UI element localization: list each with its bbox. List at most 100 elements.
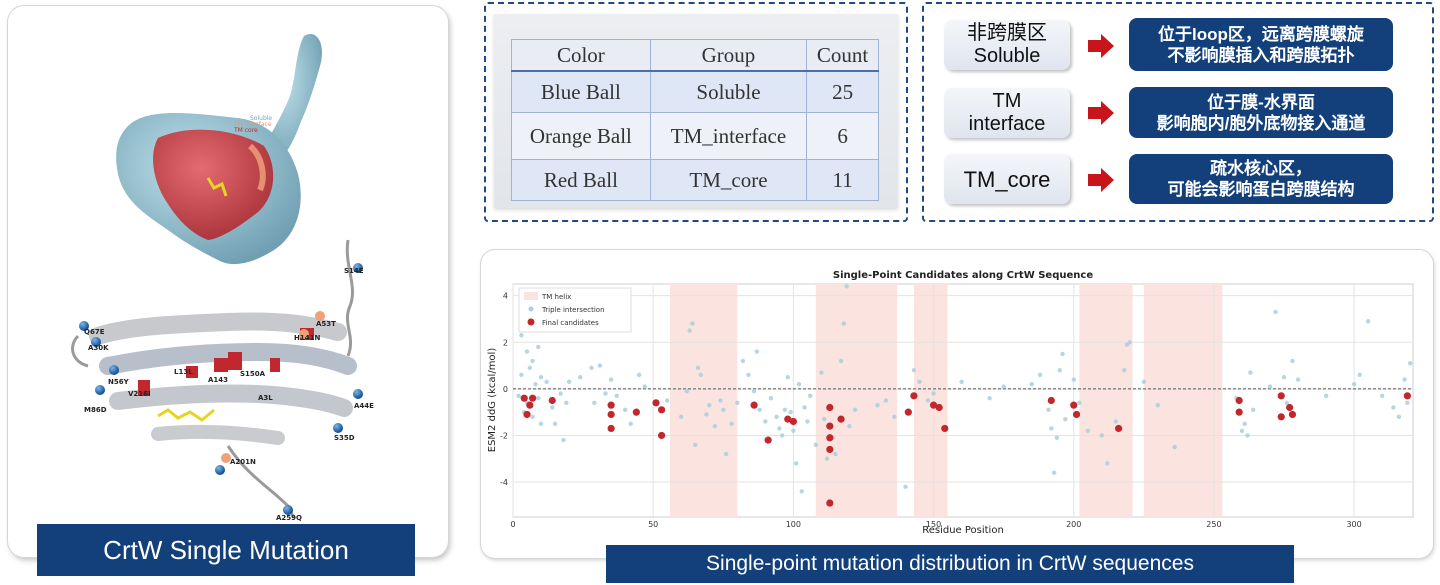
triple-intersection-point [530,414,535,420]
final-candidate-point [904,408,912,416]
scatter-chart: 0 50 100 150 200 250 300 4 2 0 -2 -4 Single-Point … [487,270,1414,536]
triple-intersection-point [1407,361,1413,366]
final-candidate-point [764,436,772,444]
triple-intersection-point [519,372,524,378]
chart-title: Single-Point Candidates along CrtW Seque… [833,270,1093,281]
triple-intersection-point [1290,358,1295,364]
arrow-right-icon [1088,101,1114,125]
table-cell: Red Ball [511,159,651,201]
triple-intersection-point [1245,433,1250,438]
final-candidate-point [935,403,943,412]
triple-intersection-point [527,365,533,371]
residue-label: A201N [230,458,256,466]
triple-intersection-point [883,398,889,403]
final-candidate-point [784,415,792,423]
triple-intersection-point [1057,368,1062,373]
triple-intersection-point [1284,400,1290,406]
structure-panel: Soluble TM interface TM core [8,6,448,557]
triple-intersection-point [1402,377,1407,382]
triple-intersection-point [544,379,549,385]
triple-intersection-point [1122,368,1127,373]
triple-intersection-point [690,321,695,326]
triple-intersection-point [917,379,922,385]
x-tick-label: 300 [1346,520,1361,529]
final-candidate-point [526,401,534,409]
final-candidate-point [826,434,834,442]
region-desc-line: 不影响膜插入和跨膜拓扑 [1167,45,1355,65]
triple-intersection-point [785,375,790,380]
triple-intersection-point [636,372,642,378]
cartoon-model: S14E A53T H141N V216I M86D A44E S35D A20… [71,239,374,522]
triple-intersection-point [564,400,569,406]
final-candidate-point [1070,401,1078,409]
table-cell: Soluble [649,70,808,113]
triple-intersection-point [1250,407,1256,413]
triple-intersection-point [552,421,558,426]
triple-intersection-point [558,391,563,396]
triple-intersection-point [1046,407,1051,413]
triple-intersection-point [1127,340,1133,345]
triple-intersection-point [536,344,541,350]
y-axis-label: ESM2 ddG (kcal/mol) [487,348,498,453]
triple-intersection-point [729,421,734,426]
final-candidate-point [652,399,660,407]
residue-label: M86D [84,406,107,414]
final-candidate-point [750,401,758,409]
final-candidate-point [1403,392,1411,400]
triple-intersection-point [805,419,810,424]
x-tick-label: 200 [1066,520,1081,529]
triple-intersection-point [561,437,566,443]
triple-intersection-point [679,414,684,420]
triple-intersection-point [1063,416,1068,422]
final-candidate-point [1047,396,1055,405]
triple-intersection-point [687,328,692,333]
triple-intersection-point [516,393,521,399]
triple-intersection-point [1105,461,1110,466]
triple-intersection-point [1248,370,1253,375]
final-candidate-point [607,424,615,433]
triple-intersection-point [987,395,992,401]
triple-intersection-point [833,451,838,457]
residue-label: V216I [128,390,151,398]
final-candidate-point [826,403,834,412]
triple-intersection-point [712,423,718,429]
triple-intersection-point [642,384,647,389]
region-label-line: interface [968,113,1046,135]
legend-swatch-tm-helix [524,292,538,300]
triple-intersection-point [608,377,614,382]
final-candidate-point [657,431,666,440]
triple-intersection-point [1071,377,1076,382]
triple-intersection-point [530,358,535,364]
triple-intersection-point [1172,444,1177,450]
x-tick-label: 100 [786,520,801,529]
triple-intersection-point [1085,428,1090,433]
triple-intersection-point [536,395,541,401]
triple-intersection-point [1051,470,1057,475]
triple-intersection-point [740,358,746,364]
residue-label: A143 [208,376,228,384]
tm-helix-band [1079,284,1133,517]
residue-label: A259Q [276,514,302,522]
triple-intersection-point [1405,400,1410,406]
triple-intersection-point [763,419,768,424]
group-count-table: Color Group Count Blue Ball Soluble 25 O… [511,39,879,201]
final-candidate-point [929,401,938,409]
region-label-tm-interface: TM interface [944,88,1070,138]
region-label-line: 非跨膜区 [967,22,1047,44]
final-candidate-point [523,410,531,419]
chart-legend: TM helix Triple intersection Final candi… [518,287,632,333]
residue-label: L13L [174,368,193,376]
residue-label: N56Y [108,378,130,386]
triple-intersection-point [802,405,807,410]
triple-intersection-point [1054,435,1060,440]
residue-label: S35D [334,434,355,442]
triple-intersection-point [1281,375,1287,380]
tm-helix-band [815,284,898,517]
triple-intersection-point [911,368,917,373]
chart-caption: Single-point mutation distribution in Cr… [606,545,1294,583]
triple-intersection-point [751,388,757,394]
legend-label: Final candidates [542,319,599,327]
final-candidate-point [529,394,537,402]
column-header-color: Color [511,39,651,72]
region-label-line: TM_core [963,166,1051,192]
